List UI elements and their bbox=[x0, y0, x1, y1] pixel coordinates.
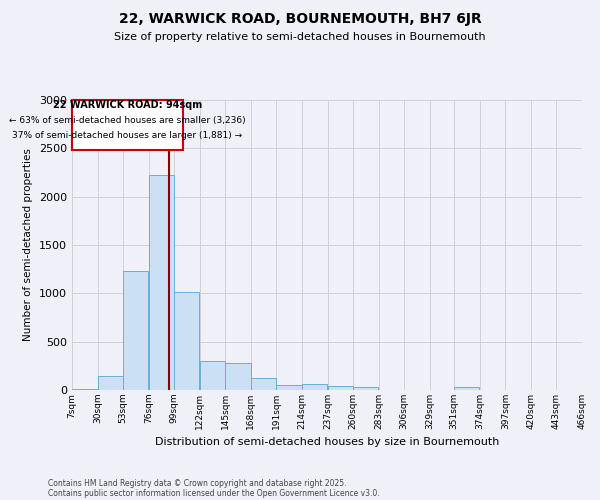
X-axis label: Distribution of semi-detached houses by size in Bournemouth: Distribution of semi-detached houses by … bbox=[155, 438, 499, 448]
Text: 37% of semi-detached houses are larger (1,881) →: 37% of semi-detached houses are larger (… bbox=[13, 132, 242, 140]
Bar bbox=[302, 384, 327, 390]
Bar bbox=[328, 386, 353, 390]
Text: ← 63% of semi-detached houses are smaller (3,236): ← 63% of semi-detached houses are smalle… bbox=[9, 116, 246, 125]
Text: Size of property relative to semi-detached houses in Bournemouth: Size of property relative to semi-detach… bbox=[114, 32, 486, 42]
Text: Contains public sector information licensed under the Open Government Licence v3: Contains public sector information licen… bbox=[48, 488, 380, 498]
Text: Contains HM Land Registry data © Crown copyright and database right 2025.: Contains HM Land Registry data © Crown c… bbox=[48, 478, 347, 488]
Bar bbox=[149, 176, 174, 390]
Bar bbox=[123, 271, 148, 390]
Text: 22 WARWICK ROAD: 94sqm: 22 WARWICK ROAD: 94sqm bbox=[53, 100, 202, 110]
Y-axis label: Number of semi-detached properties: Number of semi-detached properties bbox=[23, 148, 34, 342]
Bar bbox=[277, 384, 302, 390]
Bar bbox=[454, 387, 479, 390]
Bar bbox=[226, 363, 251, 390]
Bar bbox=[72, 389, 97, 390]
Bar bbox=[200, 361, 225, 390]
Bar bbox=[174, 292, 199, 390]
Bar bbox=[251, 378, 276, 390]
Bar bbox=[98, 376, 123, 390]
FancyBboxPatch shape bbox=[72, 100, 183, 150]
Text: 22, WARWICK ROAD, BOURNEMOUTH, BH7 6JR: 22, WARWICK ROAD, BOURNEMOUTH, BH7 6JR bbox=[119, 12, 481, 26]
Bar bbox=[353, 386, 379, 390]
